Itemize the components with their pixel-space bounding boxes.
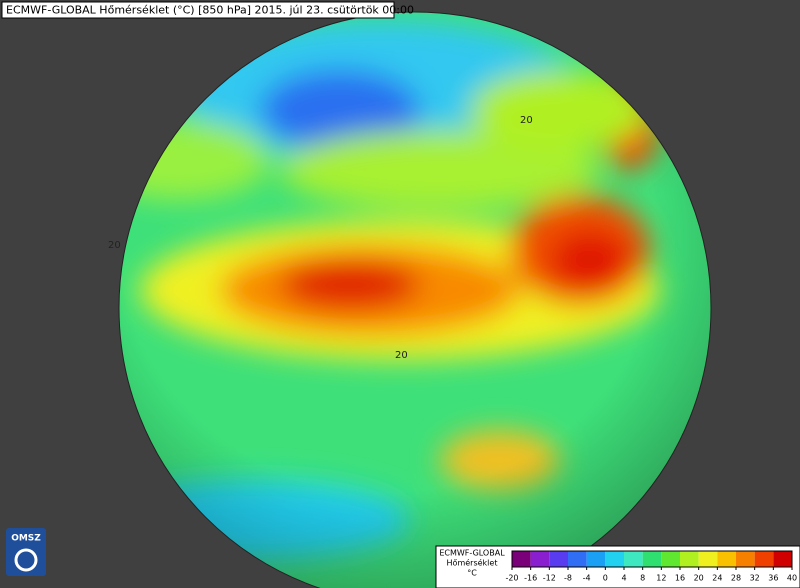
colorbar-tick-label: 0 — [603, 574, 608, 583]
colorbar-swatch — [736, 551, 755, 567]
colorbar-tick-label: 8 — [640, 574, 645, 583]
colorbar-tick-label: 36 — [768, 574, 778, 583]
colorbar-tick-label: -8 — [564, 574, 572, 583]
colorbar-swatch — [754, 551, 774, 567]
colorbar-swatch — [586, 551, 606, 567]
title: ECMWF-GLOBAL Hőmérséklet (°C) [850 hPa] … — [6, 4, 414, 17]
logo-icon — [14, 548, 38, 572]
colorbar-swatch — [530, 551, 550, 567]
colorbar-swatch — [512, 551, 531, 567]
colorbar-swatch — [624, 551, 643, 567]
colorbar-tick-label: 40 — [787, 574, 797, 583]
legend-variable: Hőmérséklet — [447, 558, 498, 568]
colorbar-swatch — [642, 551, 662, 567]
colorbar-tick-label: 4 — [621, 574, 626, 583]
colorbar-swatch — [698, 551, 718, 567]
title-box — [1, 1, 395, 19]
colorbar-tick-label: 12 — [656, 574, 666, 583]
colorbar-tick-label: 20 — [694, 574, 704, 583]
colorbar-tick-label: -4 — [583, 574, 591, 583]
colorbar-swatch — [773, 551, 792, 567]
legend-model: ECMWF-GLOBAL — [439, 549, 505, 558]
colorbar-swatch — [605, 551, 624, 567]
colorbar-swatch — [661, 551, 680, 567]
colorbar-tick-label: -12 — [543, 574, 556, 583]
colorbar: -20 -16 -12 -8 -4 0 4 8 12 16 20 24 28 32 36 40 — [505, 550, 797, 583]
colorbar-swatch — [680, 551, 699, 567]
colorbar-frame — [511, 550, 793, 568]
colorbar-tick-label: -20 — [505, 574, 518, 583]
colorbar-tick-label: -16 — [524, 574, 537, 583]
contour-label: 20 — [395, 350, 408, 361]
globe — [119, 12, 711, 588]
colorbar-swatch — [549, 551, 568, 567]
colorbar-tick-label: 28 — [731, 574, 741, 583]
colorbar-tick-label: 24 — [712, 574, 722, 583]
colorbar-swatch — [568, 551, 587, 567]
logo-text: OMSZ — [11, 534, 41, 544]
colorbar-tick-label: 16 — [675, 574, 685, 583]
contour-label: 20 — [108, 240, 121, 251]
legend-unit: °C — [467, 569, 477, 578]
colorbar-swatch — [717, 551, 736, 567]
colorbar-tick-label: 32 — [750, 574, 760, 583]
contour-label: 20 — [520, 115, 533, 126]
